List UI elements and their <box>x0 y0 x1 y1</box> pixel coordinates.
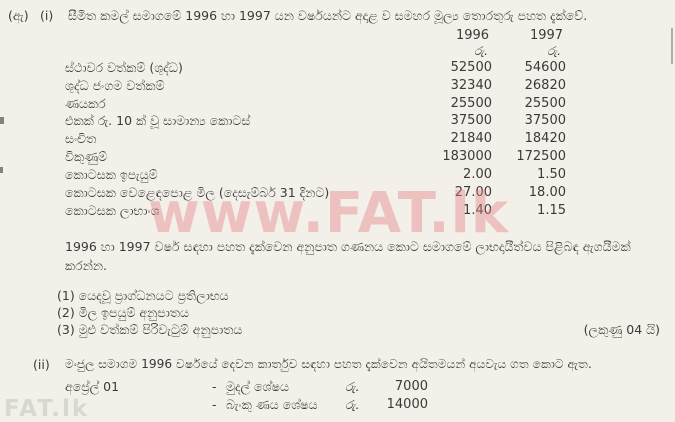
table-row: එකක් රු. 10 ක් වූ සාමාන්‍ය කොටස් 37500 3… <box>65 113 575 130</box>
row-value-1996: 21840 <box>450 131 492 146</box>
table-row: කොටසක ලාභාංශ 1.40 1.15 <box>65 203 575 220</box>
part-ii-intro-text: මංජුල සමාගම 1996 වර්ෂයේ දෙවන කාර්තුව සඳහ… <box>65 357 592 371</box>
row-value-1997: 54600 <box>524 60 566 75</box>
table-row: ස්ථාවර වත්කම් (ශුද්ධ) 52500 54600 <box>65 60 575 77</box>
currency-label-1996: රු. <box>474 44 488 58</box>
part-i-intro-text: සීමිත කමල් සමාගමේ 1996 හා 1997 යන වර්ෂයන… <box>68 8 588 23</box>
row-label: ස්ථාවර වත්කම් (ශුද්ධ) <box>65 60 183 75</box>
question-section-label: (ඇ) <box>8 8 29 23</box>
budget-line: අප්‍රේල් 01 - මුදල් ශේෂය රු. 7000 <box>65 379 465 396</box>
row-label: ණයකර <box>65 96 106 111</box>
row-label: එකක් රු. 10 ක් වූ සාමාන්‍ය කොටස් <box>65 113 251 128</box>
budget-date-label: අප්‍රේල් 01 <box>65 379 120 394</box>
row-value-1996: 27.00 <box>454 185 492 200</box>
budget-item-currency: රු. <box>345 397 360 412</box>
table-row: කොටසක වෙළෙඳපොළ මිල (දෙසැම්බර් 31 දිනට) 2… <box>65 185 575 202</box>
row-label: කොටසක ඉපැයුම් <box>65 167 158 182</box>
budget-item-currency: රු. <box>345 379 360 394</box>
column-header-1997: 1997 <box>529 28 564 43</box>
marks-note: (ලකුණු 04 යි) <box>583 322 660 337</box>
row-value-1997: 18.00 <box>528 185 566 200</box>
budget-item-label: බැංකු ණය ශේෂය <box>226 397 318 412</box>
row-value-1996: 1.40 <box>463 203 492 218</box>
scan-artifact <box>0 117 4 124</box>
question-part-i-label: (i) <box>40 8 54 23</box>
row-label: ශුද්ධ ජංගම වත්කම් <box>65 78 165 93</box>
budget-item-label: මුදල් ශේෂය <box>226 379 289 394</box>
row-value-1996: 52500 <box>450 60 492 75</box>
row-label: විකුණුම් <box>65 149 108 164</box>
ratio-item-2: (2) මිල ඉපයුම් අනුපාතය <box>57 305 189 320</box>
row-value-1997: 26820 <box>524 78 566 93</box>
scan-artifact <box>0 167 3 173</box>
instruction-paragraph: 1996 හා 1997 වර්ෂ සඳහා පහත දැක්වෙන අනුපා… <box>65 239 631 273</box>
table-row: කොටසක ඉපැයුම් 2.00 1.50 <box>65 167 575 184</box>
row-value-1997: 1.15 <box>537 203 566 218</box>
row-value-1996: 183000 <box>442 149 492 164</box>
budget-line: - බැංකු ණය ශේෂය රු. 14000 <box>65 397 465 414</box>
table-row: විකුණුම් 183000 172500 <box>65 149 575 166</box>
question-part-ii-label: (ii) <box>33 357 50 372</box>
currency-label-1997: රු. <box>547 44 561 58</box>
table-row: ණයකර 25500 25500 <box>65 96 575 113</box>
row-value-1997: 37500 <box>524 113 566 128</box>
budget-item-dash: - <box>212 397 217 412</box>
table-row: සංචිත 21840 18420 <box>65 131 575 148</box>
row-value-1997: 172500 <box>516 149 566 164</box>
row-value-1996: 32340 <box>450 78 492 93</box>
row-label: කොටසක වෙළෙඳපොළ මිල (දෙසැම්බර් 31 දිනට) <box>65 185 330 200</box>
row-label: කොටසක ලාභාංශ <box>65 203 160 218</box>
row-value-1997: 25500 <box>524 96 566 111</box>
budget-item-dash: - <box>212 379 217 394</box>
row-value-1996: 37500 <box>450 113 492 128</box>
row-value-1997: 1.50 <box>537 167 566 182</box>
ratio-item-1: (1) යෙදවූ ප්‍රාග්ධනයට ප්‍රතිලාභය <box>57 288 229 303</box>
budget-item-value: 7000 <box>394 379 428 394</box>
budget-item-value: 14000 <box>386 397 428 412</box>
row-value-1996: 2.00 <box>463 167 492 182</box>
scan-artifact <box>671 28 673 64</box>
row-label: සංචිත <box>65 131 97 146</box>
column-header-1996: 1996 <box>455 28 490 43</box>
ratio-item-3: (3) මුළු වත්කම් පිරිවැටුම් අනුපාතය <box>57 322 243 337</box>
row-value-1997: 18420 <box>524 131 566 146</box>
row-value-1996: 25500 <box>450 96 492 111</box>
table-row: ශුද්ධ ජංගම වත්කම් 32340 26820 <box>65 78 575 95</box>
